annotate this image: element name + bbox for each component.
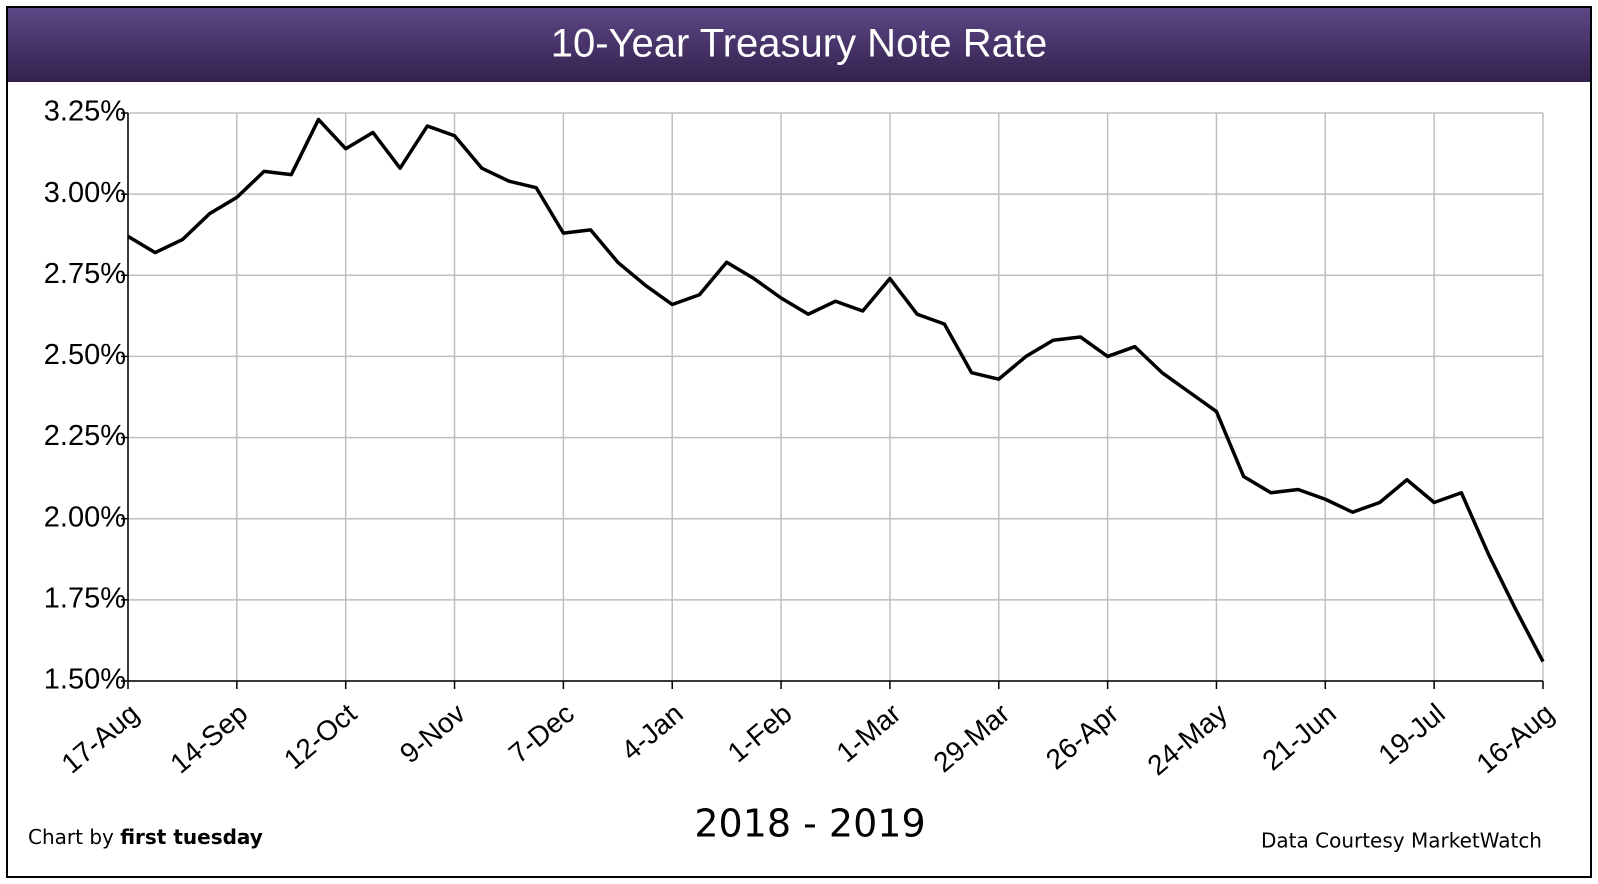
credit-name: first tuesday xyxy=(120,825,263,849)
chart-title: 10-Year Treasury Note Rate xyxy=(551,22,1048,66)
y-tick-label: 2.75% xyxy=(44,258,126,290)
title-bar xyxy=(8,8,1590,82)
y-tick-label: 1.75% xyxy=(44,583,126,615)
source: Data Courtesy MarketWatch xyxy=(1261,829,1542,853)
credit-label: Chart by xyxy=(28,825,114,849)
data-line xyxy=(127,117,1545,663)
y-tick-label: 2.50% xyxy=(44,339,126,371)
y-tick-label: 2.00% xyxy=(44,501,126,533)
credit: Chart by first tuesday xyxy=(28,825,263,849)
y-tick-label: 3.25% xyxy=(44,96,126,128)
y-tick-label: 1.50% xyxy=(44,664,126,696)
y-tick-label: 3.00% xyxy=(44,177,126,209)
y-tick-label: 2.25% xyxy=(44,420,126,452)
frame xyxy=(6,6,1592,878)
x-axis-label: 2018 - 2019 xyxy=(694,802,925,846)
